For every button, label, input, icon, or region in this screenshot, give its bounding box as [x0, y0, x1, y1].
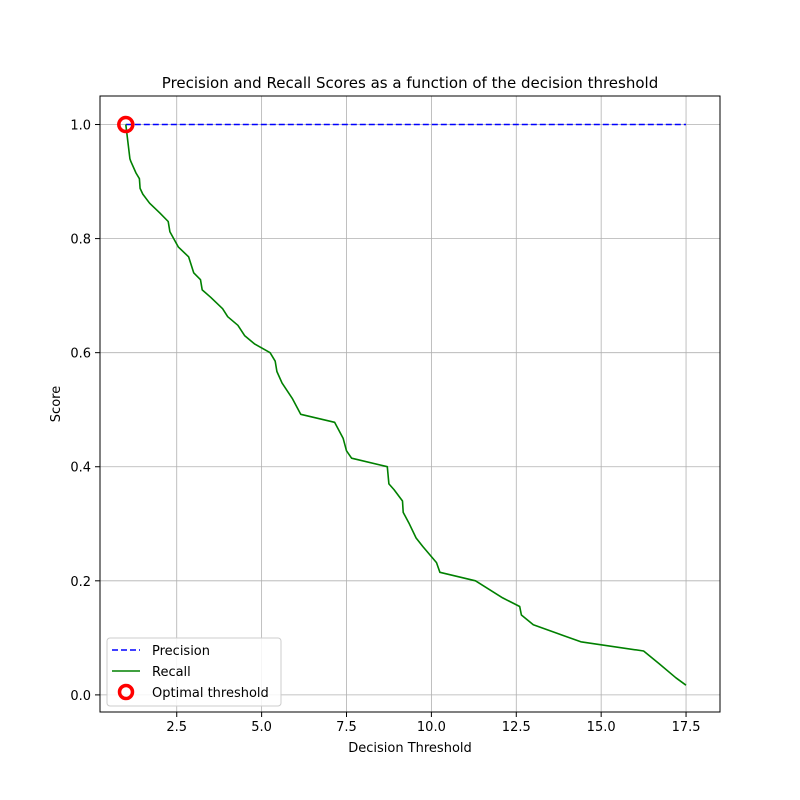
x-tick-label: 10.0	[417, 720, 446, 735]
legend: Precision Recall Optimal threshold	[106, 637, 282, 707]
y-tick-label: 0.8	[70, 233, 91, 248]
x-tick-label: 2.5	[166, 720, 187, 735]
y-tick-label: 0.4	[70, 461, 91, 476]
y-tick-label: 0.6	[70, 347, 91, 362]
optimal-threshold-marker	[117, 115, 135, 134]
marker-layer	[117, 115, 135, 134]
x-tick-label: 7.5	[336, 720, 357, 735]
plot-frame	[99, 95, 721, 713]
x-tick-label: 15.0	[587, 720, 616, 735]
x-axis-label: Decision Threshold	[348, 741, 472, 756]
y-axis-label: Score	[49, 386, 64, 422]
legend-precision-label: Precision	[152, 644, 210, 659]
chart-title: Precision and Recall Scores as a functio…	[162, 74, 658, 92]
series-layer	[125, 123, 687, 686]
ticks: 2.5 5.0 7.5 10.0 12.5 15.0 17.5 0.0 0.2 0.4 0.6 0.8…	[70, 119, 700, 735]
x-tick-label: 17.5	[672, 720, 701, 735]
y-tick-label: 0.0	[70, 689, 91, 704]
recall-line	[125, 124, 687, 686]
legend-optimal-threshold-marker	[117, 683, 135, 701]
plot-area	[100, 96, 720, 712]
y-tick-label: 1.0	[70, 119, 91, 134]
x-tick-label: 5.0	[251, 720, 272, 735]
x-tick-label: 12.5	[502, 720, 531, 735]
legend-box	[106, 637, 282, 707]
legend-optimal-threshold-label: Optimal threshold	[152, 686, 269, 701]
legend-recall-label: Recall	[152, 665, 191, 680]
y-tick-label: 0.2	[70, 575, 91, 590]
